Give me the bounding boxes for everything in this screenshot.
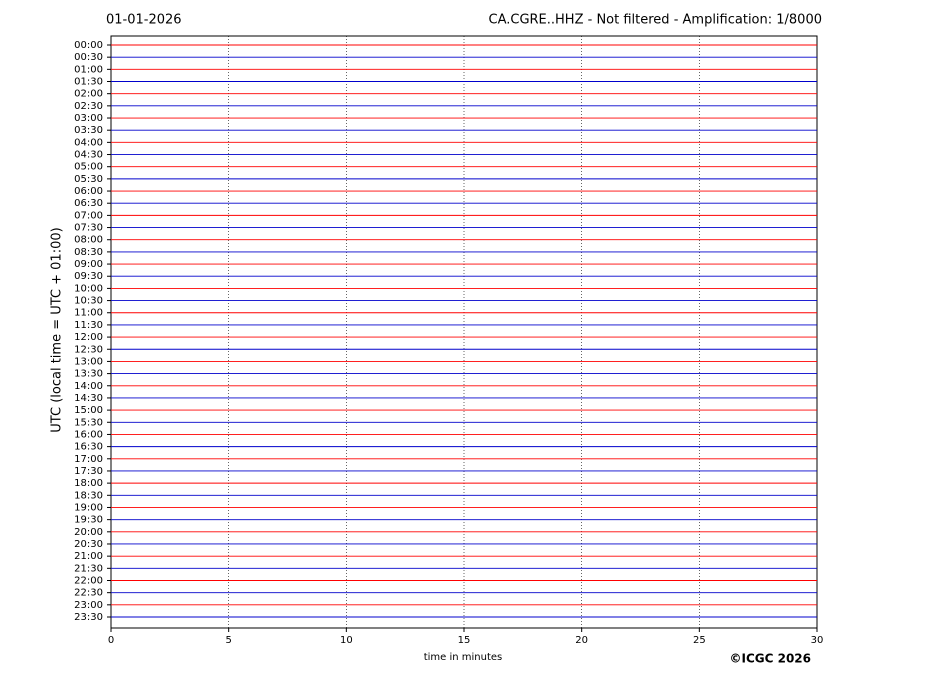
y-tick-label: 20:30 (74, 539, 103, 550)
y-tick-label: 11:00 (74, 308, 103, 319)
y-tick-label: 09:30 (74, 271, 103, 282)
y-tick-label: 22:00 (74, 575, 103, 586)
x-axis-label: time in minutes (424, 652, 503, 663)
plot-frame (110, 35, 818, 629)
y-tick-label: 16:00 (74, 429, 103, 440)
y-tick-label: 09:00 (74, 259, 103, 270)
y-tick-label: 12:00 (74, 332, 103, 343)
y-tick-label: 14:30 (74, 393, 103, 404)
y-tick-label: 03:30 (74, 125, 103, 136)
x-tick-label: 10 (340, 635, 353, 646)
y-tick-label: 07:30 (74, 223, 103, 234)
y-tick-label: 15:30 (74, 417, 103, 428)
x-tick-label: 5 (225, 635, 231, 646)
y-tick-label: 04:30 (74, 150, 103, 161)
y-tick-label: 11:30 (74, 320, 103, 331)
y-tick-label: 23:00 (74, 600, 103, 611)
x-tick-label: 15 (458, 635, 471, 646)
chart-title: CA.CGRE..HHZ - Not filtered - Amplificat… (489, 13, 823, 28)
y-tick-label: 06:30 (74, 198, 103, 209)
y-tick-label: 17:00 (74, 454, 103, 465)
y-tick-label: 00:00 (74, 40, 103, 51)
y-tick-label: 08:30 (74, 247, 103, 258)
x-tick-label: 25 (693, 635, 706, 646)
y-tick-label: 22:30 (74, 588, 103, 599)
y-tick-label: 19:00 (74, 502, 103, 513)
y-tick-label: 15:00 (74, 405, 103, 416)
x-tick-label: 30 (811, 635, 824, 646)
copyright: ©ICGC 2026 (729, 652, 811, 666)
y-tick-label: 01:00 (74, 64, 103, 75)
y-tick-label: 13:00 (74, 356, 103, 367)
y-tick-label: 20:00 (74, 527, 103, 538)
y-axis-label: UTC (local time = UTC + 01:00) (50, 227, 65, 432)
y-tick-label: 01:30 (74, 77, 103, 88)
y-tick-label: 19:30 (74, 515, 103, 526)
y-tick-label: 10:30 (74, 296, 103, 307)
y-tick-label: 02:30 (74, 101, 103, 112)
y-tick-label: 00:30 (74, 52, 103, 63)
y-tick-label: 13:30 (74, 369, 103, 380)
y-tick-label: 18:00 (74, 478, 103, 489)
y-tick-label: 17:30 (74, 466, 103, 477)
y-tick-label: 03:00 (74, 113, 103, 124)
y-tick-label: 07:00 (74, 210, 103, 221)
x-tick-label: 0 (108, 635, 114, 646)
y-tick-label: 21:30 (74, 563, 103, 574)
y-tick-label: 14:00 (74, 381, 103, 392)
y-tick-label: 05:00 (74, 162, 103, 173)
y-tick-label: 12:30 (74, 344, 103, 355)
y-tick-label: 10:00 (74, 283, 103, 294)
y-tick-label: 18:30 (74, 490, 103, 501)
y-tick-label: 06:00 (74, 186, 103, 197)
chart-date: 01-01-2026 (106, 13, 182, 28)
y-tick-label: 04:00 (74, 137, 103, 148)
y-tick-label: 08:00 (74, 235, 103, 246)
y-tick-label: 05:30 (74, 174, 103, 185)
y-tick-label: 02:00 (74, 89, 103, 100)
x-tick-label: 20 (575, 635, 588, 646)
y-tick-label: 21:00 (74, 551, 103, 562)
y-tick-label: 23:30 (74, 612, 103, 623)
y-tick-label: 16:30 (74, 442, 103, 453)
